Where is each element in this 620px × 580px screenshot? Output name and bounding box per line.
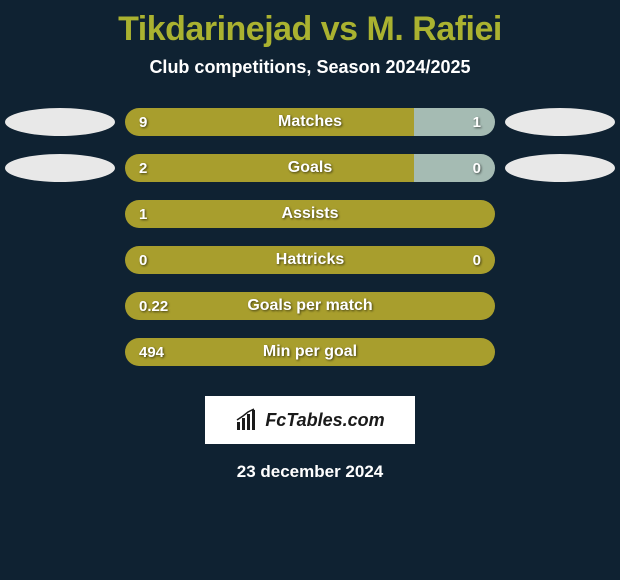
logo-text: FcTables.com [265, 410, 384, 431]
stat-left-value: 9 [139, 114, 147, 131]
stat-bar-right: 0 [414, 154, 495, 182]
player-right-ellipse [505, 154, 615, 182]
stat-left-value: 494 [139, 344, 164, 361]
comparison-subtitle: Club competitions, Season 2024/2025 [149, 57, 470, 78]
stat-bar-right: 1 [414, 108, 495, 136]
stat-label: Goals [288, 159, 332, 177]
player-right-ellipse [505, 108, 615, 136]
chart-icon [235, 408, 259, 432]
stat-left-value: 0 [139, 252, 147, 269]
stat-bar: 1 Assists [125, 200, 495, 228]
stat-row: 0.22 Goals per match [0, 292, 620, 320]
stat-bar: 2 0 Goals [125, 154, 495, 182]
stat-label: Min per goal [263, 343, 357, 361]
stat-bar-left: 2 [125, 154, 414, 182]
stat-label: Assists [282, 205, 339, 223]
stat-row: 2 0 Goals [0, 154, 620, 182]
stat-bar-right [481, 292, 495, 320]
stat-row: 1 Assists [0, 200, 620, 228]
stat-bar-right [481, 200, 495, 228]
stat-row: 494 Min per goal [0, 338, 620, 366]
player-left-ellipse [5, 108, 115, 136]
comparison-title: Tikdarinejad vs M. Rafiei [118, 10, 502, 49]
stat-bar-right [481, 338, 495, 366]
date-text: 23 december 2024 [237, 462, 384, 482]
stat-left-value: 2 [139, 160, 147, 177]
stat-bar: 494 Min per goal [125, 338, 495, 366]
stat-label: Matches [278, 113, 342, 131]
stat-row: 9 1 Matches [0, 108, 620, 136]
stats-container: 9 1 Matches 2 0 Goals 1 Assists 0 0 Hattricks 0.22 G… [0, 108, 620, 366]
stat-right-value: 0 [473, 252, 481, 269]
stat-left-value: 1 [139, 206, 147, 223]
stat-left-value: 0.22 [139, 298, 168, 315]
stat-bar: 0.22 Goals per match [125, 292, 495, 320]
stat-right-value: 0 [473, 160, 481, 177]
stat-label: Hattricks [276, 251, 344, 269]
logo-box: FcTables.com [205, 396, 415, 444]
player-left-ellipse [5, 154, 115, 182]
stat-bar-left: 9 [125, 108, 414, 136]
stat-label: Goals per match [247, 297, 372, 315]
stat-bar: 9 1 Matches [125, 108, 495, 136]
stat-right-value: 1 [473, 114, 481, 131]
stat-row: 0 0 Hattricks [0, 246, 620, 274]
stat-bar: 0 0 Hattricks [125, 246, 495, 274]
